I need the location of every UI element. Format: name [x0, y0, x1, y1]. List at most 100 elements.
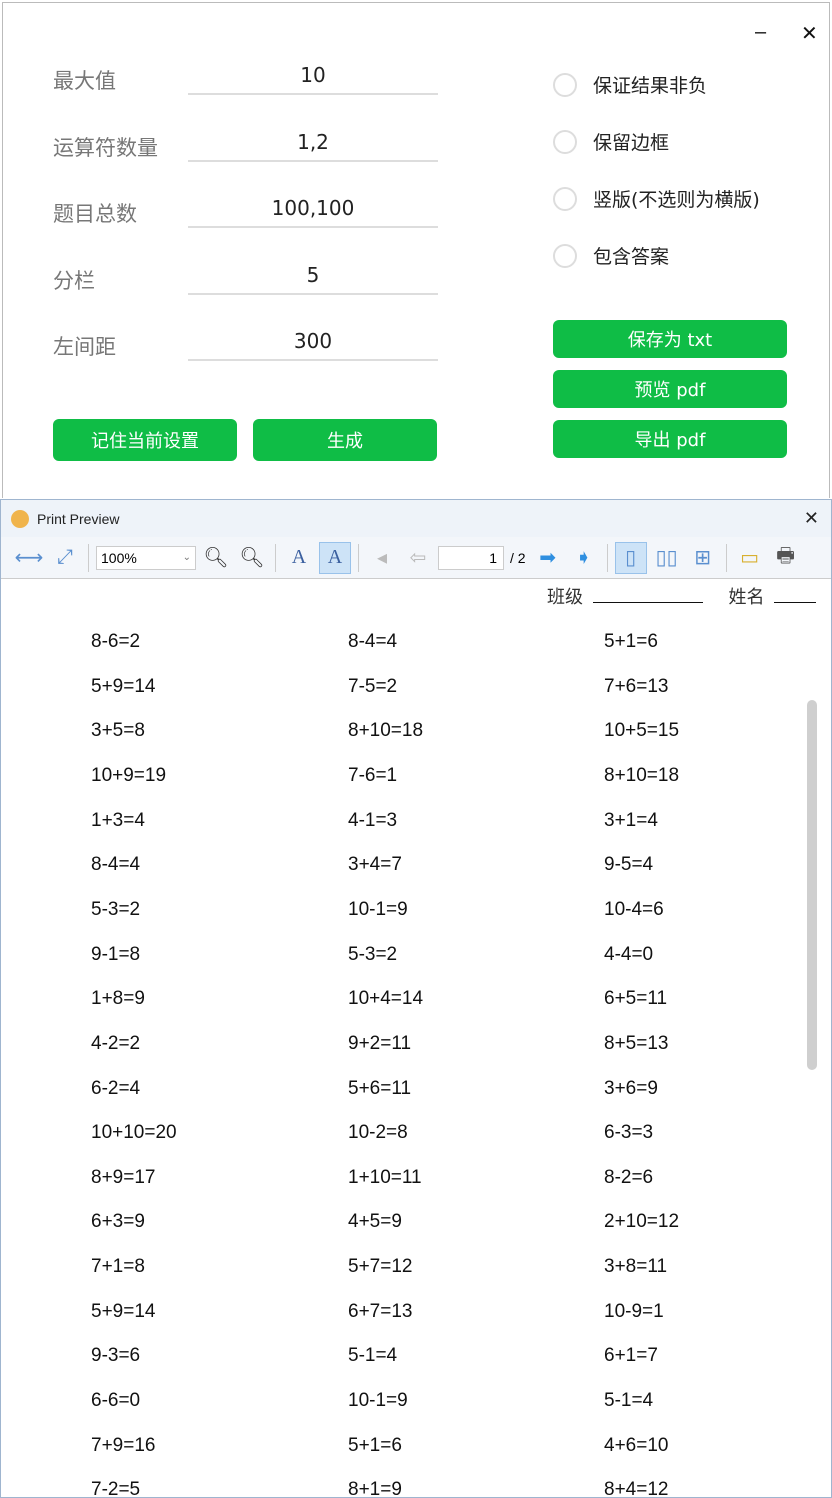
equation: 8-4=4 [348, 631, 398, 652]
toolbar-separator [275, 543, 276, 572]
title-bar: Print Preview ✕ [1, 500, 831, 537]
fit-width-icon[interactable]: ⟷ [14, 547, 44, 569]
toolbar-separator [606, 543, 608, 572]
save-txt-button[interactable]: 保存为 txt [553, 320, 787, 358]
name-label: 姓名 [728, 587, 765, 608]
page-setup-icon[interactable]: ▭ [740, 547, 760, 569]
equation: 5+1=6 [348, 1434, 402, 1456]
equation: 5-3=2 [348, 943, 398, 965]
setting-label: 题目总数 [53, 202, 137, 226]
page-total: / 2 [510, 549, 526, 566]
page-header: 班级 姓名 [547, 583, 817, 609]
chevron-down-icon: ⌄ [182, 552, 191, 563]
equation: 7-5=2 [348, 675, 398, 697]
zoom-in-icon[interactable]: 🔍︎ [239, 547, 265, 569]
portrait-icon[interactable]: A [291, 546, 307, 568]
last-page-icon[interactable]: ➧ [575, 547, 592, 569]
single-page-icon[interactable]: ▯ [614, 541, 647, 574]
print-icon[interactable]: 🖶 [776, 544, 796, 567]
generate-button[interactable]: 生成 [253, 419, 437, 461]
equation: 8+5=13 [604, 1032, 669, 1054]
equation: 10+9=19 [91, 764, 167, 786]
equation: 9+2=11 [348, 1032, 412, 1054]
equation: 1+10=11 [348, 1166, 422, 1188]
radio-circle[interactable] [553, 129, 577, 154]
option-radio[interactable]: 竖版(不选则为横版) [553, 185, 760, 212]
class-label: 班级 [547, 587, 583, 608]
setting-input[interactable]: 1,2 [188, 126, 438, 162]
equation: 9-1=8 [91, 943, 141, 965]
radio-circle[interactable] [553, 243, 577, 268]
setting-label: 运算符数量 [53, 135, 158, 160]
class-blank [592, 602, 703, 603]
equation: 1+3=4 [91, 809, 145, 831]
preview-page: 班级 姓名 8-6=2 8-4=4 5+1=6 5+9=14 7-5=2 7+6=13 3+… [1, 580, 819, 1498]
equation: 4+5=9 [348, 1211, 402, 1233]
equation: 6+5=11 [604, 988, 668, 1010]
setting-label: 最大值 [53, 69, 116, 93]
setting-input[interactable]: 10 [188, 59, 438, 95]
radio-circle[interactable] [553, 72, 577, 97]
name-blank [774, 602, 817, 603]
page-number-input[interactable] [438, 545, 504, 570]
two-pages-icon[interactable]: ▯▯ [655, 547, 678, 569]
previous-page-icon[interactable]: ⇦ [409, 547, 427, 569]
equation: 8+9=17 [91, 1166, 156, 1188]
equation: 2+10=12 [604, 1211, 680, 1233]
equation: 10-1=9 [348, 1390, 408, 1412]
equation: 3+1=4 [604, 809, 658, 831]
option-label: 保留边框 [593, 132, 670, 154]
toolbar-separator [88, 543, 89, 572]
zoom-select[interactable]: 100% ⌄ [96, 545, 196, 570]
equation: 5-1=4 [348, 1345, 398, 1367]
equation: 10-9=1 [604, 1300, 664, 1322]
export-pdf-button[interactable]: 导出 pdf [553, 420, 787, 458]
preview-pdf-button[interactable]: 预览 pdf [553, 370, 787, 408]
option-radio[interactable]: 包含答案 [553, 242, 669, 269]
equation: 7+1=8 [91, 1256, 145, 1278]
equation: 6+3=9 [91, 1211, 145, 1233]
four-pages-icon[interactable]: ⊞ [694, 547, 711, 569]
equation: 10+10=20 [91, 1122, 177, 1144]
equation: 5-3=2 [91, 898, 141, 920]
option-radio[interactable]: 保留边框 [553, 128, 669, 155]
toolbar-separator [358, 543, 359, 572]
equation: 8+10=18 [348, 720, 424, 742]
setting-input[interactable]: 300 [188, 325, 438, 361]
zoom-value: 100% [101, 549, 137, 566]
first-page-icon[interactable]: ◂ [376, 547, 388, 569]
setting-input[interactable]: 100,100 [188, 192, 438, 228]
equation: 8+10=18 [604, 764, 680, 786]
equation: 5+7=12 [348, 1256, 413, 1278]
equation: 5+6=11 [348, 1077, 412, 1099]
radio-circle[interactable] [553, 186, 577, 211]
equation: 6-2=4 [91, 1077, 141, 1099]
window-title: Print Preview [37, 510, 120, 527]
toolbar-separator [725, 543, 727, 572]
fit-page-icon[interactable]: ⤢ [57, 546, 73, 568]
close-preview-button[interactable]: ✕ [803, 508, 819, 528]
next-page-icon[interactable]: ➡ [539, 547, 556, 569]
setting-label: 分栏 [53, 268, 95, 293]
landscape-icon[interactable]: A [319, 541, 351, 574]
equation: 6+7=13 [348, 1300, 413, 1322]
option-label: 保证结果非负 [593, 75, 708, 97]
minimize-button[interactable]: – [755, 21, 767, 43]
equation: 3+6=9 [604, 1077, 658, 1099]
settings-window: – ✕ 最大值 10 运算符数量 1,2 题目总数 100,100 分栏 5 左间距 300 保证… [2, 2, 830, 498]
option-label: 包含答案 [593, 246, 670, 268]
equation: 8+4=12 [604, 1479, 669, 1498]
toolbar: ⟷ ⤢ 100% ⌄ 🔍︎ 🔍︎ A A ◂ ⇦ / 2 ➡ ➧ ▯ ▯▯ ⊞ ▭… [1, 537, 831, 579]
equation: 8+1=9 [348, 1479, 402, 1498]
close-button[interactable]: ✕ [801, 23, 818, 45]
equation: 9-3=6 [91, 1345, 141, 1367]
equation: 6+1=7 [604, 1345, 658, 1367]
zoom-out-icon[interactable]: 🔍︎ [203, 547, 229, 569]
scrollbar[interactable] [807, 700, 817, 1070]
option-label: 竖版(不选则为横版) [593, 189, 760, 211]
option-radio[interactable]: 保证结果非负 [553, 71, 707, 98]
setting-label: 左间距 [53, 335, 116, 359]
equation: 10-2=8 [348, 1122, 408, 1144]
remember-settings-button[interactable]: 记住当前设置 [53, 419, 237, 461]
setting-input[interactable]: 5 [188, 259, 438, 295]
